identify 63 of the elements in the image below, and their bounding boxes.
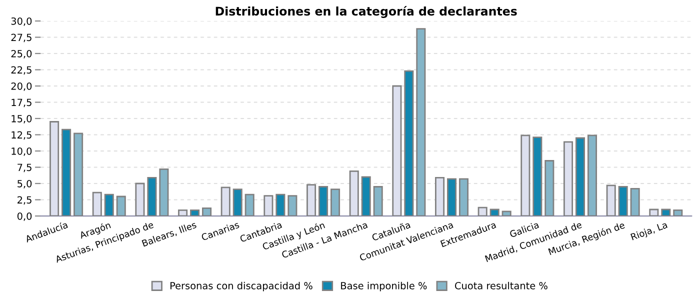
y-tick-label: 10,0 (12, 147, 32, 156)
bar (202, 208, 212, 216)
bar (563, 141, 574, 216)
bar (159, 168, 169, 216)
bar (190, 209, 200, 216)
bar (264, 195, 274, 216)
bar (478, 206, 488, 216)
bar (532, 136, 542, 216)
bar (520, 134, 530, 216)
bar (404, 70, 414, 216)
bar (435, 176, 445, 216)
y-tick-label: 20,0 (11, 82, 32, 91)
bar (416, 28, 426, 216)
bar (575, 137, 586, 216)
y-tick-label: 27,5 (11, 34, 32, 42)
legend-label: Cuota resultante % (455, 282, 548, 290)
bar (104, 194, 114, 216)
y-tick-label: 17,5 (12, 98, 32, 108)
bar (544, 160, 554, 216)
bar (630, 188, 640, 216)
bar (232, 188, 242, 216)
bar (373, 186, 383, 216)
y-tick-label: 22,5 (11, 66, 32, 75)
bar (349, 170, 359, 216)
bar (673, 209, 683, 216)
bar (458, 178, 469, 216)
x-tick-label: Rioja, La (630, 221, 668, 242)
bar (330, 188, 340, 216)
bar (446, 178, 457, 216)
y-tick-label: 0,0 (17, 212, 32, 221)
bar (276, 194, 286, 216)
bar (178, 209, 188, 216)
bar (661, 208, 671, 216)
bar (318, 186, 328, 216)
bar (147, 176, 157, 216)
bar (392, 85, 402, 216)
bar (50, 121, 60, 216)
y-tick-label: 2,5 (18, 196, 32, 205)
legend-label: Base imponible % (341, 282, 427, 292)
bar (306, 184, 316, 216)
bar (62, 128, 72, 216)
y-tick-label: 7,5 (18, 164, 32, 172)
bar (490, 208, 500, 216)
bar (587, 134, 597, 216)
bar (361, 176, 371, 216)
y-tick-label: 12,5 (12, 131, 32, 140)
bar (116, 196, 126, 216)
legend-label: Personas con discapacidad % (170, 282, 312, 292)
bar (220, 186, 230, 216)
y-tick-label: 5,0 (18, 180, 32, 188)
bar (244, 194, 254, 216)
y-tick-label: 25,0 (11, 50, 32, 58)
bar (135, 182, 145, 216)
bar (618, 186, 628, 216)
bar (502, 210, 512, 216)
bar (606, 184, 616, 216)
y-tick-label: 30,0 (11, 17, 32, 26)
bar (74, 132, 84, 216)
bar (649, 208, 659, 216)
bar (288, 195, 298, 216)
y-tick-label: 15,0 (12, 114, 32, 124)
bar (92, 192, 102, 216)
chart-title: Distribuciones en la categoría de declarantes (216, 6, 517, 18)
